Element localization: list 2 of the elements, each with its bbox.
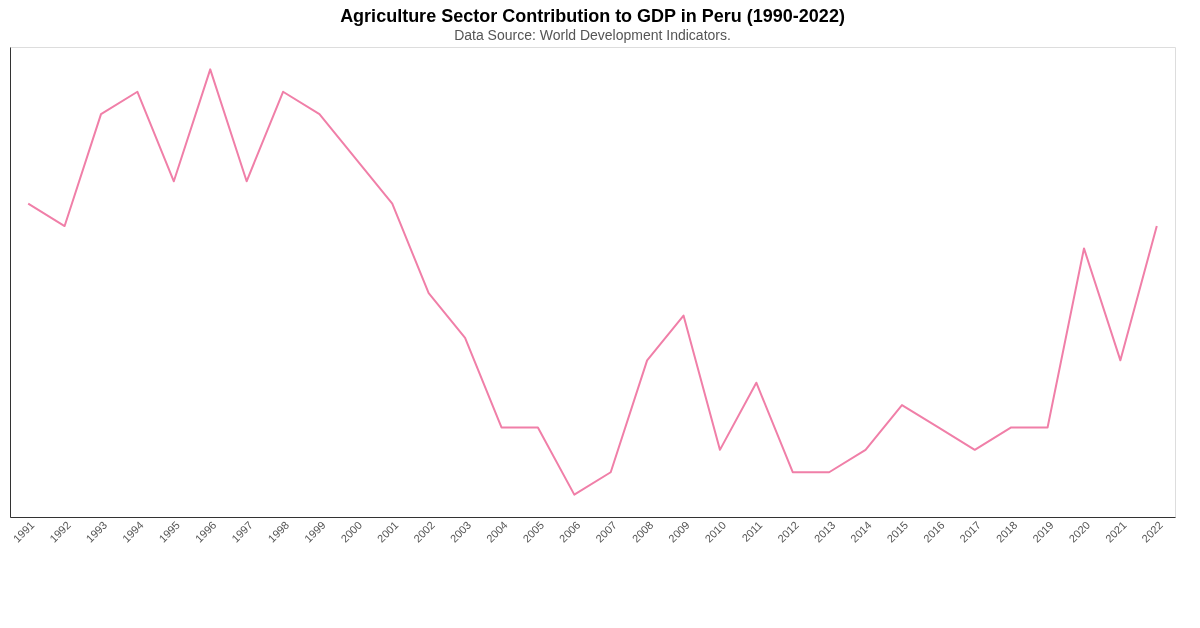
chart-title: Agriculture Sector Contribution to GDP in Peru (1990-2022) <box>340 6 845 26</box>
chart-subtitle: Data Source: World Development Indicators. <box>454 27 731 43</box>
